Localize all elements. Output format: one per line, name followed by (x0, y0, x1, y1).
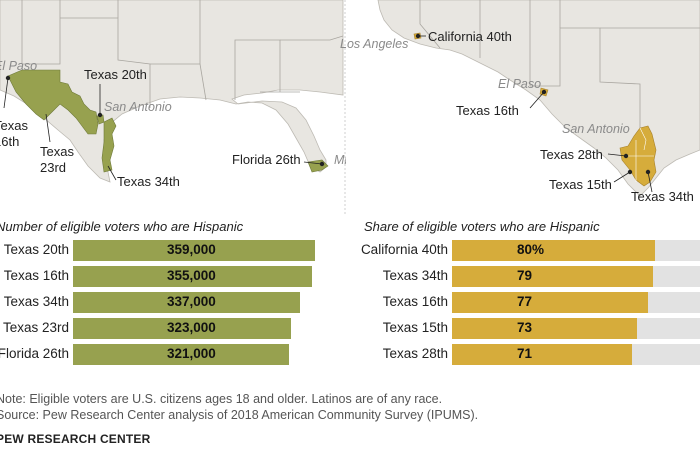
left-label-florida26: Florida 26th (232, 152, 301, 167)
right-label-texas34: Texas 34th (631, 189, 694, 204)
bar-value-label: 321,000 (167, 346, 216, 361)
left-city-san-antonio: San Antonio (104, 100, 172, 114)
bar-value-label: 355,000 (167, 268, 216, 283)
bar-category-label: Texas 34th (3, 294, 69, 309)
right-map: Los Angeles California 40th El Paso Texa… (340, 0, 700, 215)
left-state-borders (21, 0, 344, 108)
bar-category-label: Texas 16th (382, 294, 448, 309)
right-label-texas15: Texas 15th (549, 177, 612, 192)
bar (452, 292, 648, 313)
footnote-note: Note: Eligible voters are U.S. citizens … (0, 392, 443, 406)
bar-category-label: Texas 15th (382, 320, 448, 335)
left-city-el-paso: El Paso (0, 59, 37, 73)
right-label-california40: California 40th (428, 29, 512, 44)
bar (73, 240, 315, 261)
bar-value-label: 77 (517, 294, 533, 309)
bar-value-label: 80% (517, 242, 545, 257)
bar-category-label: Texas 28th (382, 346, 448, 361)
bar (73, 344, 290, 365)
bar (73, 266, 313, 287)
bar-value-label: 73 (517, 320, 533, 335)
bar (452, 240, 656, 261)
bar-value-label: 79 (517, 268, 533, 283)
bar-category-label: Texas 20th (3, 242, 69, 257)
right-label-texas28: Texas 28th (540, 147, 603, 162)
bar-category-label: Texas 23rd (2, 320, 69, 335)
footnote-source: Source: Pew Research Center analysis of … (0, 408, 479, 422)
brand-logo-text: PEW RESEARCH CENTER (0, 432, 151, 446)
bar (73, 292, 301, 313)
right-city-san-antonio: San Antonio (562, 122, 630, 136)
left-label-texas23: Texas 23rd (40, 144, 74, 175)
left-label-texas34: Texas 34th (117, 174, 180, 189)
right-city-el-paso: El Paso (498, 77, 541, 91)
bar (452, 318, 638, 339)
bar (452, 266, 653, 287)
bar (452, 344, 633, 365)
bar-value-label: 71 (517, 346, 533, 361)
bar (73, 318, 291, 339)
bar-value-label: 337,000 (167, 294, 216, 309)
right-chart-title: Share of eligible voters who are Hispani… (364, 219, 600, 234)
left-chart-title: Number of eligible voters who are Hispan… (0, 219, 244, 234)
bar-value-label: 323,000 (167, 320, 216, 335)
right-label-texas16: Texas 16th (456, 103, 519, 118)
bar-category-label: Texas 34th (382, 268, 448, 283)
left-map-land (0, 0, 344, 183)
right-state-borders (419, 0, 700, 128)
bar-category-label: California 40th (360, 242, 448, 257)
bar-value-label: 359,000 (167, 242, 216, 257)
left-label-texas20: Texas 20th (84, 67, 147, 82)
district-texas16-23 (7, 69, 99, 135)
right-city-los-angeles: Los Angeles (340, 37, 408, 51)
district-texas34 (101, 117, 117, 173)
bar-category-label: Florida 26th (0, 346, 69, 361)
bar-category-label: Texas 16th (3, 268, 69, 283)
